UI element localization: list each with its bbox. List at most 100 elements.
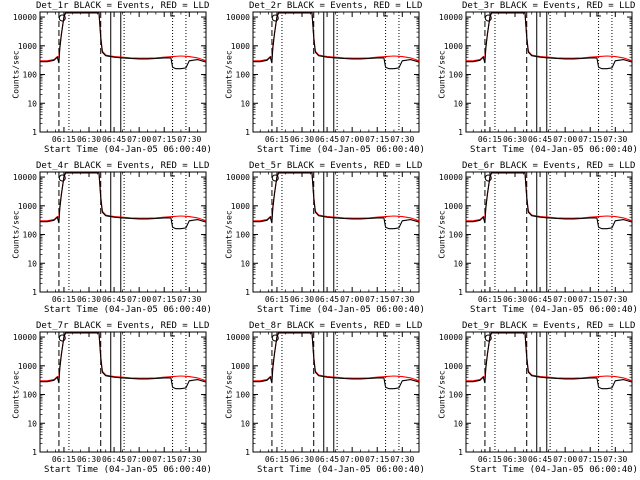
y-tick-label: 10 — [240, 259, 250, 268]
y-axis-label: Counts/sec — [437, 210, 447, 259]
x-axis-label: Start Time (04-Jan-05 06:00:40) — [44, 305, 212, 315]
y-tick-label: 100 — [23, 231, 38, 240]
saa-marker — [484, 14, 492, 22]
x-tick-label: 06:45 — [102, 295, 126, 304]
y-tick-label: 1 — [32, 128, 37, 137]
y-tick-label: 1000 — [444, 202, 463, 211]
y-tick-label: 1 — [245, 288, 250, 297]
panel-plot: 1 10 100 1000 10000 06:15 06:30 06:45 07:00 07:15… — [13, 331, 207, 464]
axis-frame — [39, 11, 207, 133]
y-axis-label: Counts/sec — [224, 50, 234, 99]
y-tick-label: 10000 — [13, 173, 37, 182]
panel-plot: 1 10 100 1000 10000 06:15 06:30 06:45 07:00 07:15… — [439, 331, 633, 464]
x-tick-label: 07:30 — [390, 295, 414, 304]
x-tick-label: 06:15 — [52, 135, 76, 144]
bracket-marker — [383, 12, 388, 17]
x-tick-label: 06:30 — [77, 295, 101, 304]
x-tick-label: 06:30 — [77, 135, 101, 144]
x-tick-label: 07:00 — [553, 135, 577, 144]
y-axis-label: Counts/sec — [437, 50, 447, 99]
panel-title: Det_4r BLACK = Events, RED = LLD — [36, 161, 210, 171]
x-tick-label: 07:00 — [340, 295, 364, 304]
panel-title: Det_8r BLACK = Events, RED = LLD — [249, 321, 423, 331]
x-axis-label: Start Time (04-Jan-05 06:00:40) — [257, 305, 425, 315]
y-tick-label: 100 — [236, 71, 251, 80]
saa-marker — [271, 14, 279, 22]
y-tick-label: 10 — [453, 99, 463, 108]
y-tick-label: 10000 — [226, 333, 250, 342]
panel-plot: 1 10 100 1000 10000 06:15 06:30 06:45 07:00 07:15… — [226, 171, 420, 304]
saa-marker — [58, 334, 66, 342]
y-tick-label: 1000 — [231, 362, 250, 371]
x-tick-label: 07:15 — [152, 295, 176, 304]
y-tick-label: 1000 — [444, 362, 463, 371]
bracket-marker — [596, 332, 601, 337]
x-tick-label: 07:15 — [152, 455, 176, 464]
y-tick-label: 10 — [27, 99, 37, 108]
bracket-marker — [383, 332, 388, 337]
x-axis-label: Start Time (04-Jan-05 06:00:40) — [44, 145, 212, 155]
x-axis-label: Start Time (04-Jan-05 06:00:40) — [470, 305, 638, 315]
x-tick-label: 07:15 — [578, 295, 602, 304]
bracket-marker — [170, 12, 175, 17]
x-tick-label: 07:00 — [127, 455, 151, 464]
x-tick-label: 06:30 — [503, 295, 527, 304]
y-tick-label: 1 — [458, 448, 463, 457]
events-series-line — [253, 172, 420, 230]
x-tick-label: 07:15 — [365, 135, 389, 144]
bracket-marker — [170, 172, 175, 177]
y-tick-label: 10 — [240, 419, 250, 428]
x-tick-label: 07:30 — [177, 295, 201, 304]
x-tick-label: 07:15 — [365, 455, 389, 464]
bracket-marker — [596, 12, 601, 17]
y-tick-label: 1000 — [231, 42, 250, 51]
panel-title: Det_3r BLACK = Events, RED = LLD — [462, 1, 636, 11]
detector-panel: Det_5r BLACK = Events, RED = LLD 1 10 100 10… — [213, 160, 426, 320]
panel-title: Det_6r BLACK = Events, RED = LLD — [462, 161, 636, 171]
x-tick-label: 06:30 — [77, 455, 101, 464]
panel-title: Det_9r BLACK = Events, RED = LLD — [462, 321, 636, 331]
axis-frame — [465, 171, 633, 293]
x-axis-label: Start Time (04-Jan-05 06:00:40) — [470, 465, 638, 475]
y-tick-label: 100 — [236, 231, 251, 240]
y-tick-label: 1000 — [18, 42, 37, 51]
x-tick-label: 07:30 — [390, 455, 414, 464]
panel-plot: 1 10 100 1000 10000 06:15 06:30 06:45 07:00 07:15… — [439, 171, 633, 304]
x-tick-label: 07:15 — [578, 455, 602, 464]
axis-frame — [252, 171, 420, 293]
y-tick-label: 10000 — [226, 13, 250, 22]
x-tick-label: 07:00 — [553, 455, 577, 464]
y-tick-label: 1 — [32, 288, 37, 297]
x-tick-label: 06:45 — [528, 295, 552, 304]
x-tick-label: 07:00 — [553, 295, 577, 304]
x-tick-label: 07:15 — [152, 135, 176, 144]
x-tick-label: 07:30 — [177, 135, 201, 144]
y-tick-label: 1 — [32, 448, 37, 457]
x-axis-label: Start Time (04-Jan-05 06:00:40) — [44, 465, 212, 475]
panel-plot: 1 10 100 1000 10000 06:15 06:30 06:45 07:00 07:15… — [439, 11, 633, 144]
panel-title: Det_1r BLACK = Events, RED = LLD — [36, 1, 210, 11]
detector-panel: Det_8r BLACK = Events, RED = LLD 1 10 100 10… — [213, 320, 426, 480]
detector-panel: Det_2r BLACK = Events, RED = LLD 1 10 100 10… — [213, 0, 426, 160]
y-tick-label: 100 — [449, 391, 464, 400]
y-tick-label: 10000 — [226, 173, 250, 182]
x-tick-label: 06:45 — [102, 455, 126, 464]
x-tick-label: 07:30 — [603, 295, 627, 304]
x-tick-label: 07:00 — [127, 135, 151, 144]
x-tick-label: 06:30 — [503, 135, 527, 144]
saa-marker — [58, 14, 66, 22]
axis-frame — [252, 331, 420, 453]
y-tick-label: 10 — [453, 259, 463, 268]
axis-frame — [39, 331, 207, 453]
x-tick-label: 07:00 — [340, 455, 364, 464]
events-series-line — [466, 172, 633, 230]
x-tick-label: 06:15 — [478, 455, 502, 464]
x-tick-label: 06:15 — [478, 135, 502, 144]
detector-panel: Det_1r BLACK = Events, RED = LLD 1 10 100 10… — [0, 0, 213, 160]
x-tick-label: 07:15 — [578, 135, 602, 144]
events-series-line — [40, 172, 207, 230]
x-axis-label: Start Time (04-Jan-05 06:00:40) — [257, 465, 425, 475]
y-axis-label: Counts/sec — [11, 370, 21, 419]
panel-title: Det_7r BLACK = Events, RED = LLD — [36, 321, 210, 331]
